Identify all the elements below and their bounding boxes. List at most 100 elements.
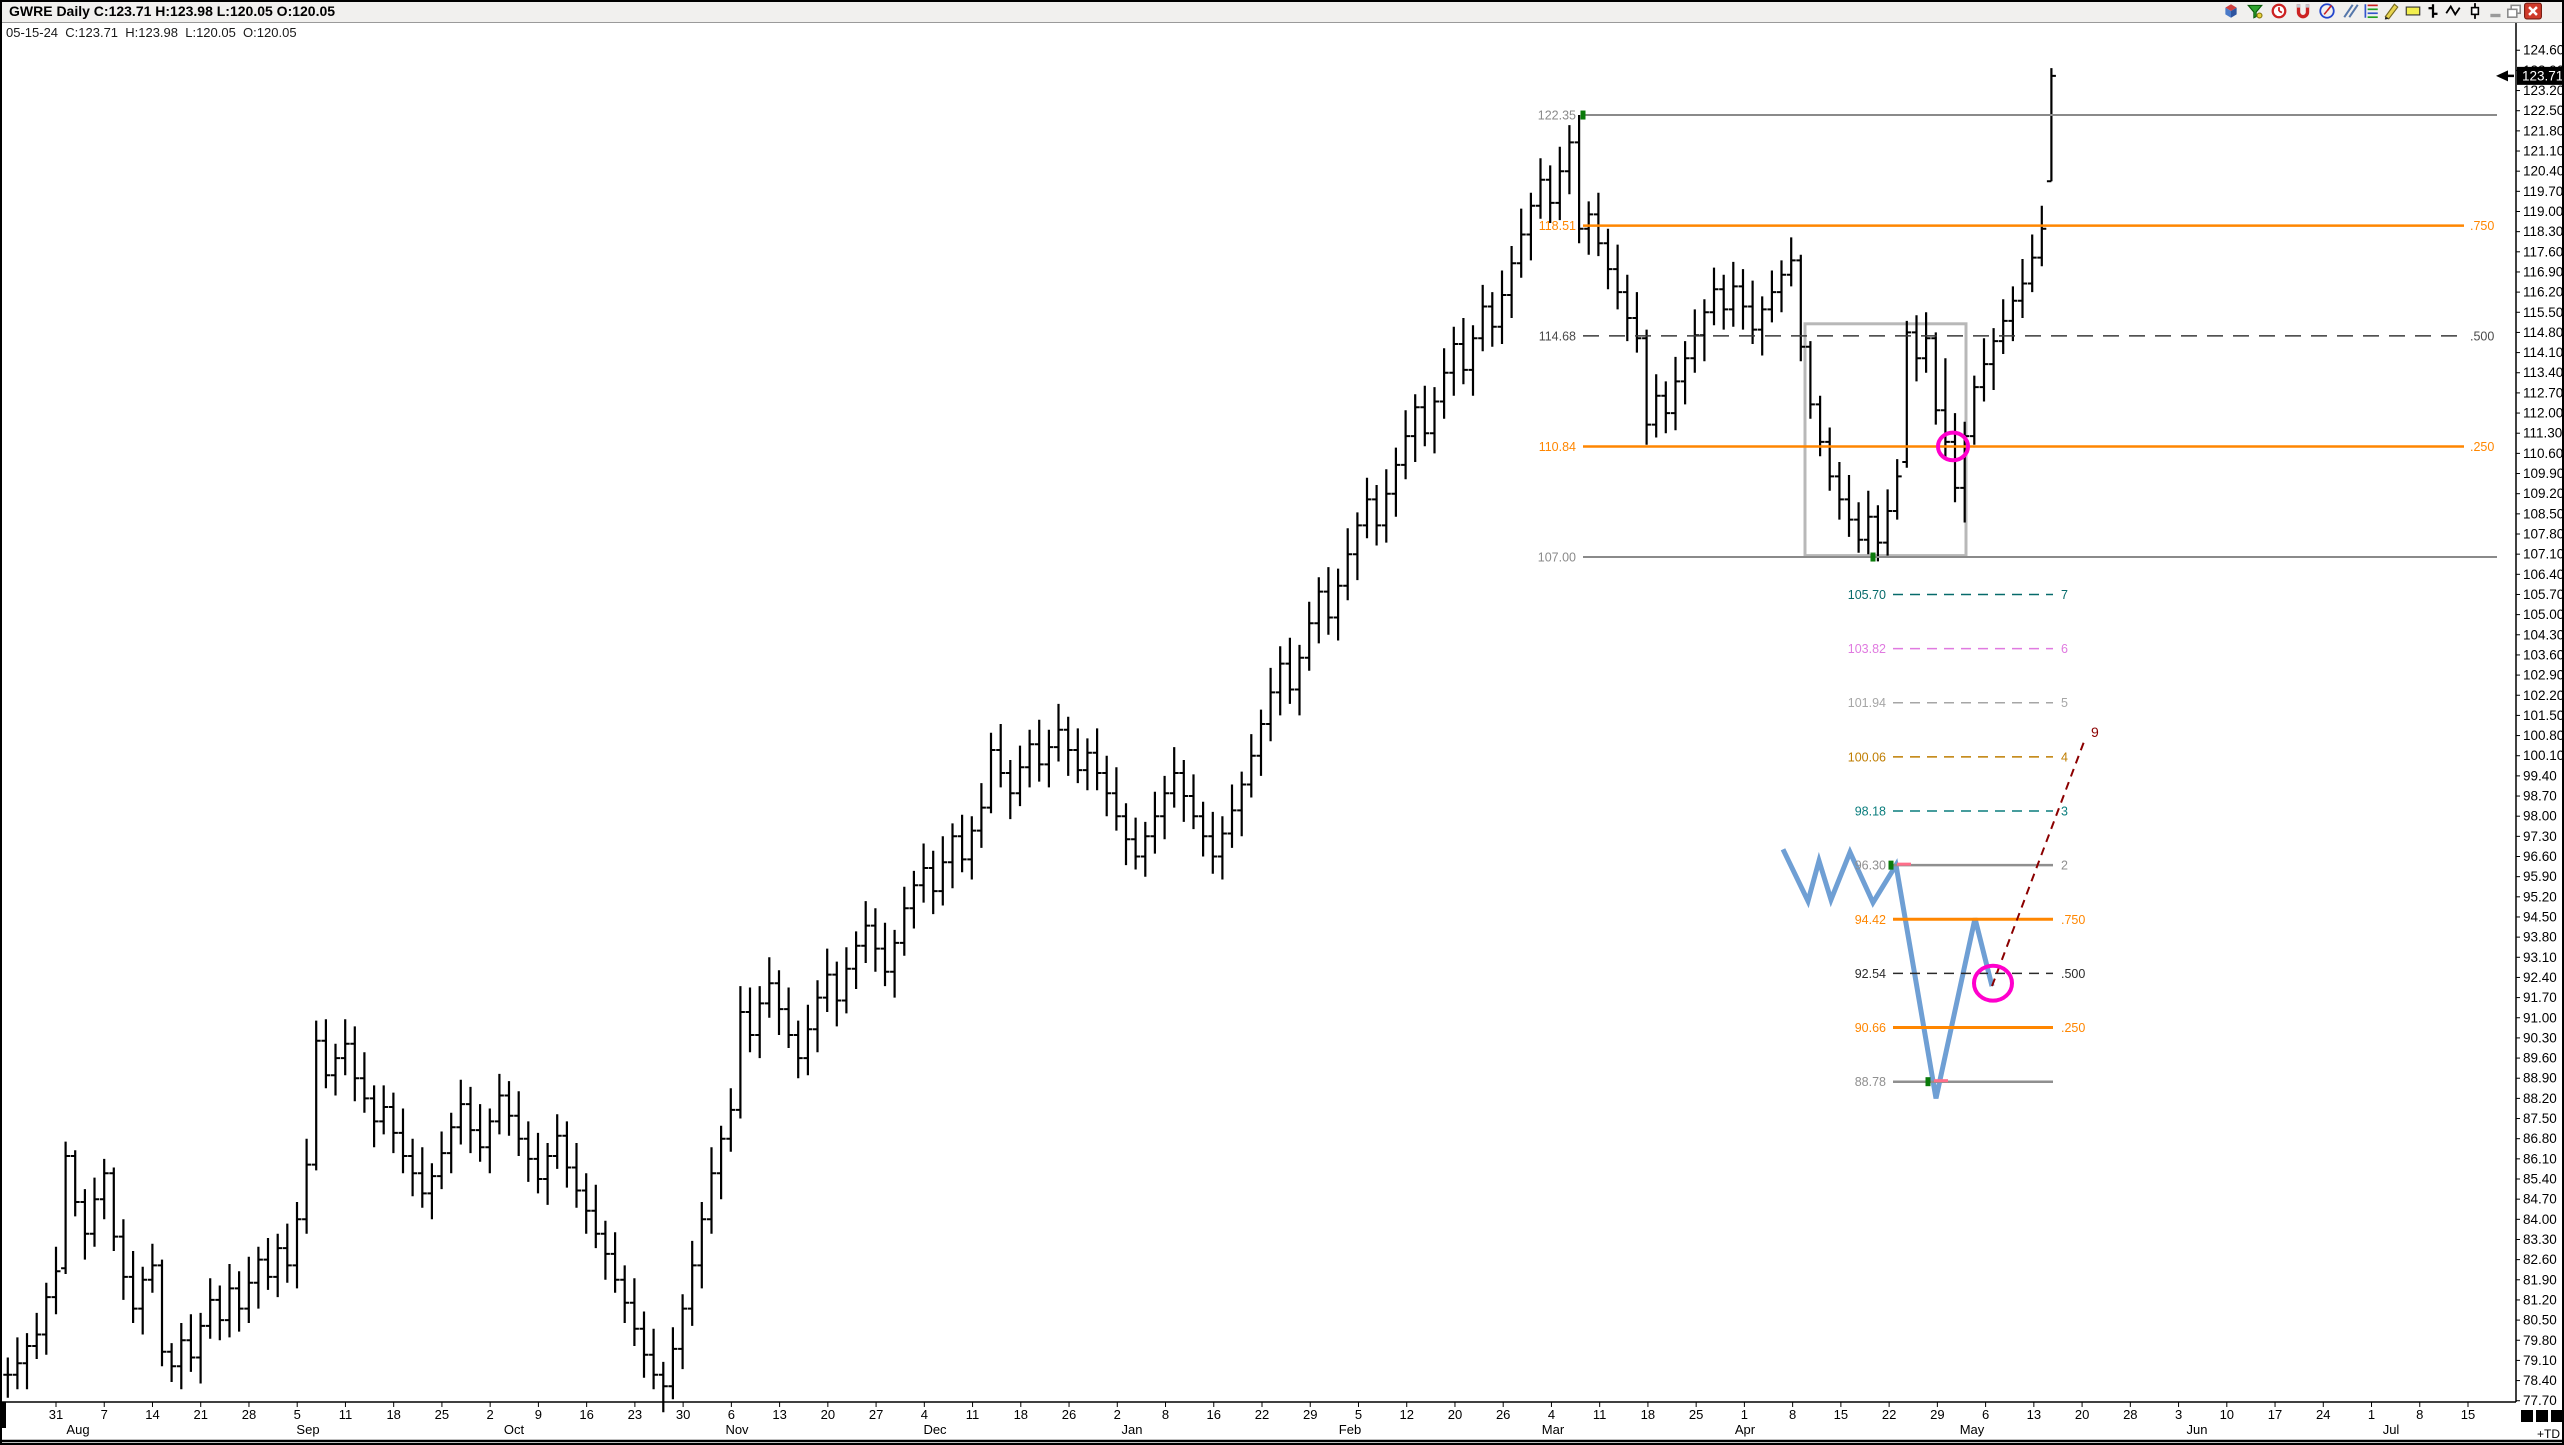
month-label: Feb [1339,1422,1361,1437]
fib-main-ratio-label: .250 [2470,440,2494,454]
date-axis-label: 30 [676,1407,690,1422]
funnel-icon[interactable] [2246,2,2264,20]
price-axis-label: 123.20 [2523,83,2564,98]
fib-main-price-label: 118.51 [1539,219,1576,233]
price-axis-label: 103.60 [2523,647,2564,662]
date-axis-label: 28 [242,1407,256,1422]
fib-minor-price-label: 96.30 [1855,859,1886,873]
fib-tool-icon[interactable] [2362,2,2380,20]
fib-main-price-label: 107.00 [1538,551,1576,565]
price-axis-label: 93.80 [2523,930,2557,945]
price-axis-label: 96.60 [2523,849,2557,864]
price-axis-label: 84.00 [2523,1212,2557,1227]
price-axis-label: 84.70 [2523,1192,2557,1207]
date-axis-label: 16 [579,1407,593,1422]
price-axis-label: 88.90 [2523,1071,2557,1086]
pencil-icon[interactable] [2382,2,2400,20]
rectangle-tool-icon[interactable] [2404,2,2422,20]
month-label: Sep [296,1422,319,1437]
price-axis-label: 121.80 [2523,123,2564,138]
month-label: Jul [2383,1422,2400,1437]
date-axis-label: 1 [2368,1407,2375,1422]
price-axis-label: 111.30 [2523,426,2562,441]
compass-icon[interactable] [2318,2,2336,20]
grip-square-icon[interactable] [2551,1410,2563,1422]
month-label: Mar [1542,1422,1565,1437]
price-axis-label: 87.50 [2523,1111,2557,1126]
projection-label: 9 [2091,724,2099,740]
zigzag-annotation[interactable] [1783,849,1992,1098]
price-axis-label: 102.20 [2523,688,2564,703]
price-axis-label: 119.00 [2523,204,2563,219]
date-axis-label: 11 [966,1407,980,1422]
fib-minor-ratio-label: .500 [2061,967,2085,981]
fib-minor-ratio-label: 5 [2061,696,2068,710]
parallel-lines-icon[interactable] [2342,2,2360,20]
price-axis-label: 122.50 [2523,103,2564,118]
price-axis-label: 85.40 [2523,1172,2557,1187]
price-axis-label: 95.20 [2523,889,2557,904]
zigzag-tool-icon[interactable] [2444,2,2462,20]
date-axis-label: 14 [145,1407,159,1422]
date-axis-label: 28 [2123,1407,2137,1422]
price-axis-label: 91.00 [2523,1010,2557,1025]
fib-minor-ratio-label: 6 [2061,642,2068,656]
price-axis-label: 79.10 [2523,1353,2557,1368]
bar-tool-icon[interactable] [2424,2,2442,20]
grip-square-icon[interactable] [2536,1410,2548,1422]
price-axis-label: 116.20 [2523,285,2563,300]
price-axis-label: 93.10 [2523,950,2557,965]
date-axis-label: 12 [1399,1407,1413,1422]
price-axis-label: 94.50 [2523,909,2557,924]
price-axis-label: 117.60 [2523,244,2563,259]
date-axis-label: 29 [1303,1407,1317,1422]
price-axis-label: 81.90 [2523,1272,2557,1287]
restore-icon[interactable] [2505,2,2523,20]
date-axis-label: 25 [435,1407,449,1422]
grip-square-icon[interactable] [2521,1410,2533,1422]
price-axis-label: 106.40 [2523,567,2564,582]
price-axis-label: 118.30 [2523,224,2563,239]
date-axis-label: 18 [1641,1407,1655,1422]
date-axis-label: 6 [1982,1407,1989,1422]
date-axis-label: 26 [1496,1407,1510,1422]
fib-minor-ratio-label: 2 [2061,859,2068,873]
gauge-icon[interactable] [2270,2,2288,20]
price-axis-label: 86.80 [2523,1131,2557,1146]
price-axis-label: 112.70 [2523,385,2563,400]
date-axis-label: 29 [1930,1407,1944,1422]
candlestick-tool-icon[interactable] [2466,2,2484,20]
month-label: Aug [66,1422,89,1437]
td-study-label: +TD [2537,1427,2560,1441]
fib-minor-price-label: 100.06 [1848,750,1886,764]
fib-minor-ratio-label: 3 [2061,805,2068,819]
price-axis-label: 116.90 [2523,264,2563,279]
month-label: Apr [1735,1422,1756,1437]
month-label: Dec [923,1422,947,1437]
last-price-arrow-icon [2496,70,2508,81]
cube-icon[interactable] [2222,2,2240,20]
price-axis-label: 109.90 [2523,466,2564,481]
minimize-icon[interactable] [2487,2,2505,20]
price-axis-label: 97.30 [2523,829,2557,844]
fib-minor-price-label: 88.78 [1855,1075,1886,1089]
projection-trendline[interactable] [1992,739,2085,986]
price-axis-label: 89.60 [2523,1051,2557,1066]
price-axis-label: 100.80 [2523,728,2564,743]
window-titlebar[interactable]: GWRE Daily C:123.71 H:123.98 L:120.05 O:… [0,0,2564,23]
date-axis-label: 10 [2220,1407,2234,1422]
date-axis-label: 20 [2075,1407,2089,1422]
date-axis-label: 16 [1207,1407,1221,1422]
magnet-icon[interactable] [2294,2,2312,20]
date-axis-label: 8 [1789,1407,1796,1422]
close-icon[interactable] [2524,2,2542,20]
fib-minor-ratio-label: 4 [2061,750,2068,764]
fib-main-price-label: 114.68 [1539,329,1576,343]
date-axis-label: 2 [1114,1407,1121,1422]
fib-main-price-label: 110.84 [1539,440,1576,454]
price-axis-label: 104.30 [2523,627,2564,642]
date-axis-label: 21 [193,1407,207,1422]
price-axis-label: 114.10 [2523,345,2563,360]
